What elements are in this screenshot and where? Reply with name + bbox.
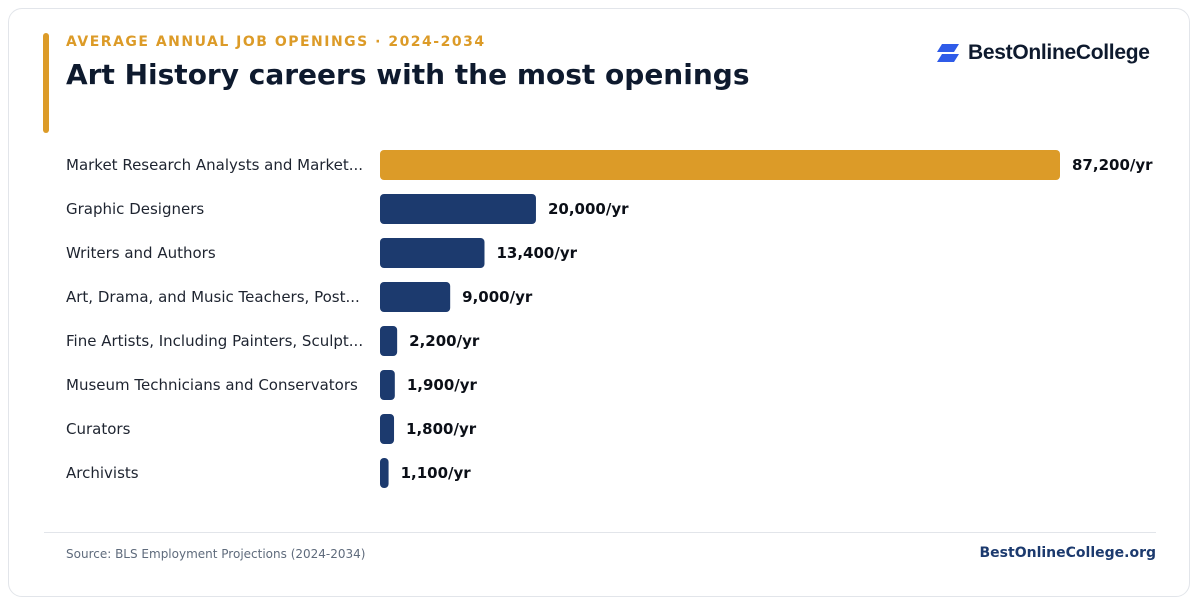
brand-logo[interactable]: BestOnlineCollege (936, 40, 1150, 66)
value-label: 13,400/yr (496, 244, 577, 262)
value-label: 20,000/yr (548, 200, 629, 218)
category-label: Archivists (66, 464, 139, 482)
footer-brand-link[interactable]: BestOnlineCollege.org (979, 545, 1156, 561)
stacked-parallelogram-icon (937, 44, 959, 62)
bar (380, 282, 451, 312)
bar (380, 414, 395, 444)
brand-logo-text: BestOnlineCollege (968, 41, 1150, 64)
bar (380, 370, 395, 400)
category-label: Curators (66, 420, 131, 438)
bar (380, 458, 389, 488)
accent-bar (43, 33, 49, 133)
value-label: 1,900/yr (407, 376, 478, 394)
value-label: 2,200/yr (409, 332, 480, 350)
bar (380, 150, 1060, 180)
chart-card (8, 8, 1190, 597)
value-label: 1,800/yr (406, 420, 477, 438)
value-label: 1,100/yr (401, 464, 472, 482)
category-label: Writers and Authors (66, 244, 216, 262)
footer-divider (44, 532, 1156, 533)
source-note: Source: BLS Employment Projections (2024… (66, 547, 366, 561)
bar (380, 194, 536, 224)
bar (380, 238, 485, 268)
value-label: 9,000/yr (462, 288, 533, 306)
bar (380, 326, 398, 356)
category-label: Market Research Analysts and Market... (66, 156, 363, 174)
chart-eyebrow: AVERAGE ANNUAL JOB OPENINGS · 2024-2034 (66, 34, 486, 50)
chart-title: Art History careers with the most openin… (66, 58, 750, 91)
category-label: Graphic Designers (66, 200, 204, 218)
category-label: Museum Technicians and Conservators (66, 376, 358, 394)
category-label: Fine Artists, Including Painters, Sculpt… (66, 332, 363, 350)
value-label: 87,200/yr (1072, 156, 1153, 174)
category-label: Art, Drama, and Music Teachers, Post... (66, 288, 360, 306)
